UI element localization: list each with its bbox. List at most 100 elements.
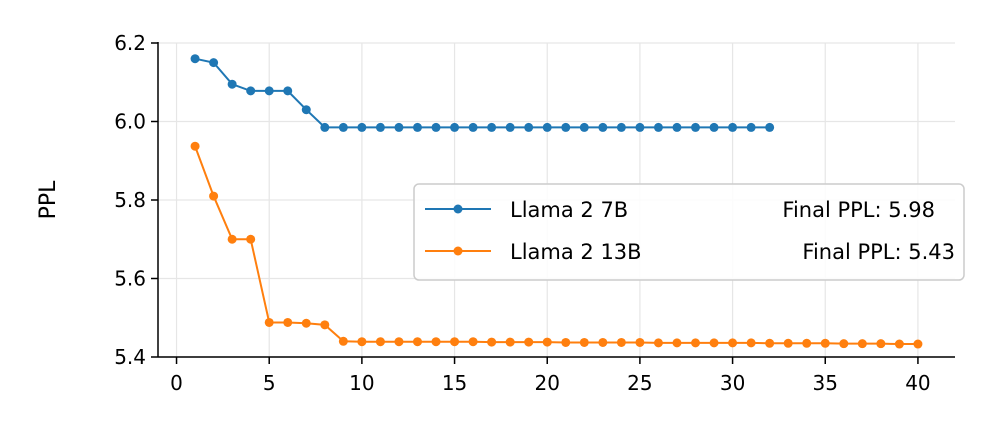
data-point	[635, 122, 645, 132]
x-tick-label: 35	[813, 371, 838, 395]
data-point	[209, 58, 219, 68]
x-tick-label: 25	[627, 371, 652, 395]
data-point	[338, 122, 348, 132]
data-point	[505, 122, 515, 132]
x-tick-label: 15	[442, 371, 467, 395]
tick-marks: 0 5 10 15 20 25 30 35 40 5.4 5.6 5.8 6.0 6.2	[114, 31, 930, 395]
data-point	[209, 191, 219, 201]
data-point	[709, 338, 719, 348]
y-tick-label: 5.8	[114, 188, 146, 212]
data-point	[227, 234, 237, 244]
legend-label-series-1: Llama 2 7B	[510, 198, 628, 222]
y-tick-label: 5.6	[114, 267, 146, 291]
x-tick-label: 30	[720, 371, 745, 395]
data-point	[246, 234, 256, 244]
series-2	[190, 141, 923, 349]
data-point	[450, 122, 460, 132]
data-point	[301, 318, 311, 328]
data-point	[746, 338, 756, 348]
data-point	[616, 337, 626, 347]
data-point	[876, 339, 886, 349]
series-line	[194, 145, 918, 346]
x-tick-label: 20	[535, 371, 560, 395]
y-tick-label: 5.4	[114, 345, 146, 369]
x-tick-label: 5	[263, 371, 276, 395]
data-point	[765, 122, 775, 132]
data-point	[246, 86, 256, 96]
data-point	[468, 337, 478, 347]
data-point	[579, 337, 589, 347]
data-point	[635, 337, 645, 347]
data-point	[653, 122, 663, 132]
data-point	[691, 122, 701, 132]
legend-note-series-1: Final PPL: 5.98	[782, 198, 935, 222]
data-point	[394, 337, 404, 347]
data-point	[561, 122, 571, 132]
data-point	[394, 122, 404, 132]
data-point	[320, 122, 330, 132]
data-point	[783, 338, 793, 348]
data-point	[338, 336, 348, 346]
data-point	[691, 338, 701, 348]
data-point	[227, 79, 237, 89]
legend-marker-series-1	[453, 204, 463, 214]
data-point	[375, 122, 385, 132]
x-tick-label: 40	[905, 371, 930, 395]
data-point	[301, 105, 311, 115]
data-point	[561, 337, 571, 347]
data-point	[283, 86, 293, 96]
data-point	[542, 122, 552, 132]
data-point	[357, 337, 367, 347]
y-tick-label: 6.0	[114, 110, 146, 134]
data-point	[857, 339, 867, 349]
data-point	[431, 337, 441, 347]
legend-frame	[413, 183, 965, 281]
data-point	[894, 339, 904, 349]
y-tick-label: 6.2	[114, 31, 146, 55]
data-point	[412, 122, 422, 132]
data-point	[542, 337, 552, 347]
data-point	[320, 320, 330, 330]
data-point	[672, 338, 682, 348]
data-point	[709, 122, 719, 132]
data-point	[579, 122, 589, 132]
data-point	[765, 338, 775, 348]
x-tick-label: 0	[170, 371, 183, 395]
data-point	[487, 122, 497, 132]
series-line	[194, 57, 770, 129]
y-axis-label: PPL	[36, 180, 61, 220]
data-point	[375, 337, 385, 347]
data-point	[264, 86, 274, 96]
data-point	[412, 337, 422, 347]
data-point	[505, 337, 515, 347]
data-point	[357, 122, 367, 132]
data-point	[728, 122, 738, 132]
data-point	[746, 122, 756, 132]
data-point	[616, 122, 626, 132]
data-point	[598, 122, 608, 132]
data-point	[487, 337, 497, 347]
data-point	[190, 54, 200, 64]
data-point	[431, 122, 441, 132]
data-point	[190, 141, 200, 151]
legend-note-series-2: Final PPL: 5.43	[802, 240, 955, 264]
data-point	[839, 339, 849, 349]
series-layer	[190, 54, 923, 349]
series-1	[190, 54, 775, 132]
legend-marker-series-2	[453, 246, 463, 256]
data-point	[264, 317, 274, 327]
data-point	[524, 337, 534, 347]
data-point	[672, 122, 682, 132]
data-point	[598, 337, 608, 347]
data-point	[913, 339, 923, 349]
data-point	[468, 122, 478, 132]
x-tick-label: 10	[349, 371, 374, 395]
data-point	[450, 337, 460, 347]
data-point	[283, 317, 293, 327]
data-point	[820, 338, 830, 348]
legend-label-series-2: Llama 2 13B	[510, 240, 642, 264]
data-point	[728, 338, 738, 348]
legend: Llama 2 7B Final PPL: 5.98 Llama 2 13B F…	[413, 183, 965, 281]
data-point	[802, 338, 812, 348]
